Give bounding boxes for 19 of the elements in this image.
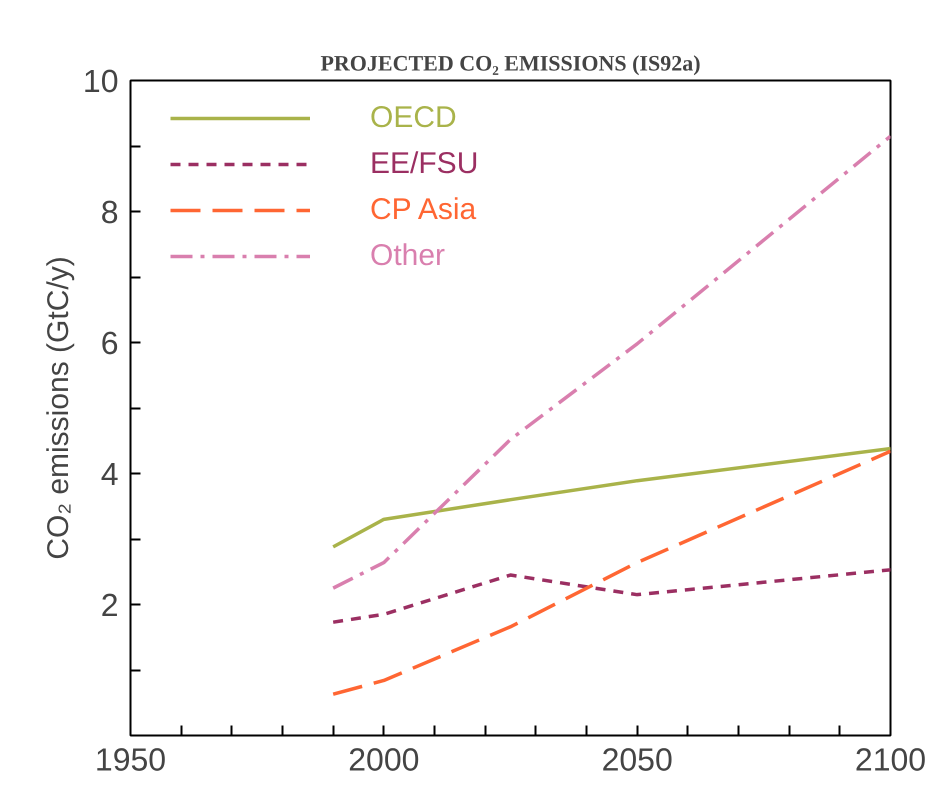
line-series <box>331 449 890 696</box>
legend-label: EE/FSU <box>370 147 478 181</box>
legend-label: Other <box>370 239 446 273</box>
y-tick-label: 2 <box>100 587 118 623</box>
line-series <box>331 446 890 549</box>
y-tick-label: 10 <box>82 63 118 99</box>
x-tick-label: 2000 <box>348 742 420 778</box>
x-tick-label: 2050 <box>602 742 673 778</box>
chart-title: PROJECTED CO₂ EMISSIONS (IS92a) <box>320 50 701 76</box>
y-tick-label: 6 <box>100 325 118 361</box>
y-axis-title: CO₂ emissions (GtC/y) <box>42 256 75 560</box>
x-tick-label: 2100 <box>854 742 926 778</box>
legend-label: CP Asia <box>370 193 476 227</box>
line-series <box>331 134 890 590</box>
y-tick-label: 8 <box>100 194 118 230</box>
line-series <box>331 568 890 624</box>
x-tick-label: 1950 <box>94 742 166 778</box>
legend-label: OECD <box>370 101 457 135</box>
y-tick-label: 4 <box>100 456 118 492</box>
